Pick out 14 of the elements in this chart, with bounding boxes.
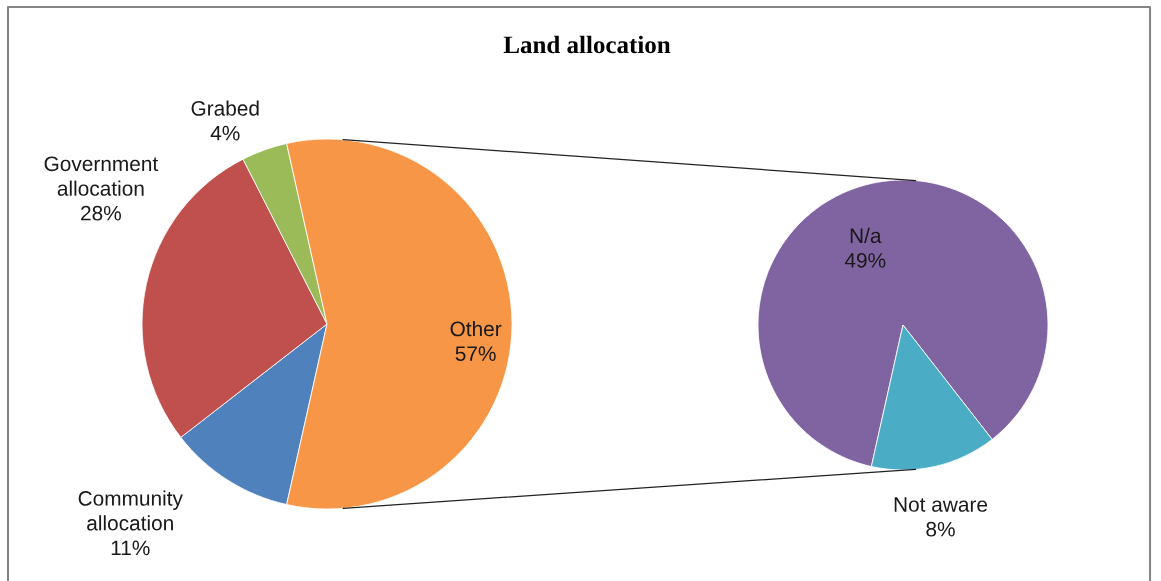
slice-label: Grabed [191,100,259,116]
slice-label: N/a [850,227,882,244]
pie-slice [757,179,1049,467]
data-label: 4% [210,125,240,141]
data-label: 8% [926,521,955,537]
slice-label: Community allocation [78,490,183,531]
slice-label: Other [450,320,502,337]
data-label: 11% [111,540,150,556]
slice-label: Not aware [894,497,988,512]
data-label: 49% [844,253,886,268]
data-label: 57% [455,346,496,361]
slice-label: Government allocation [44,156,159,196]
text: Land allocation [503,35,671,54]
data-label: 28% [81,205,121,221]
